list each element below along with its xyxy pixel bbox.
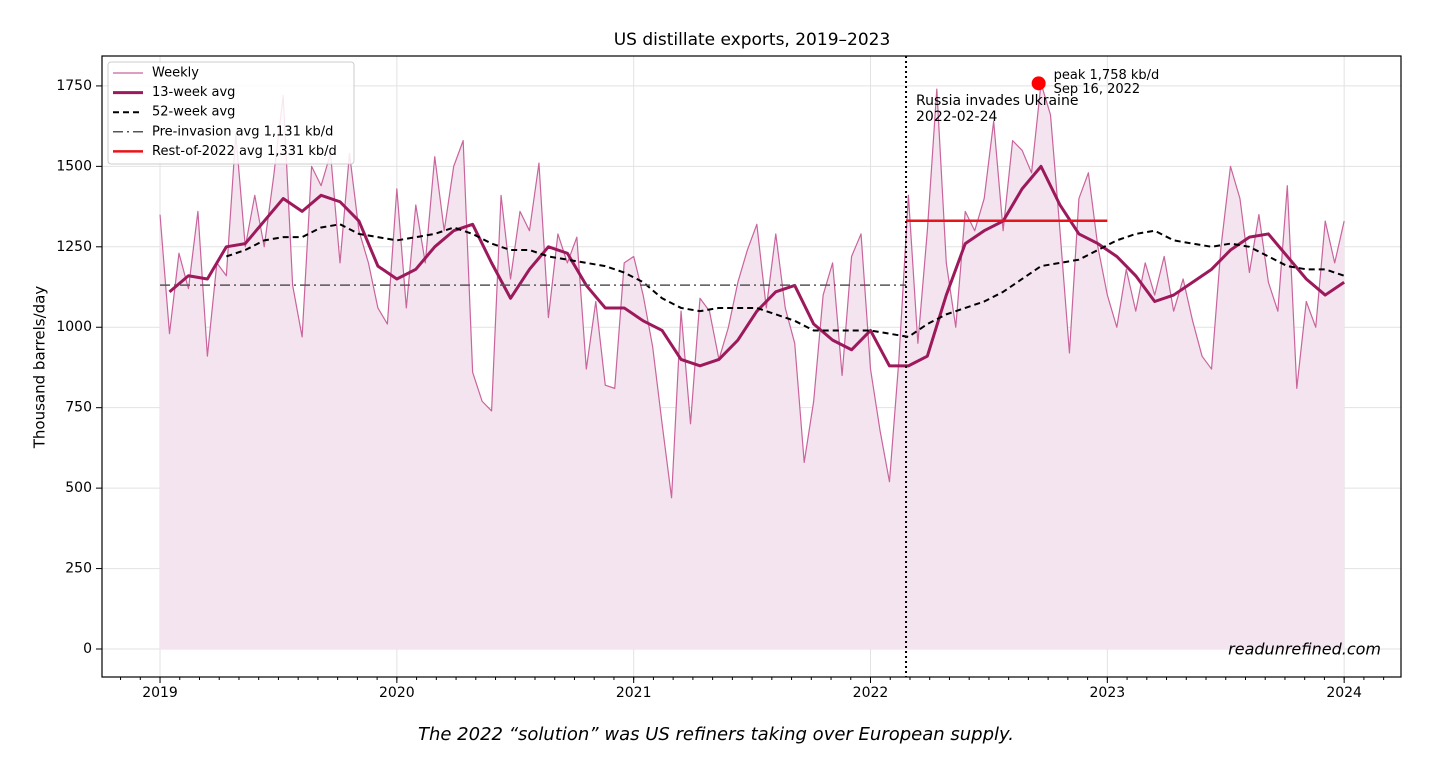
caption: The 2022 “solution” was US refiners taki…	[418, 724, 1014, 745]
y-tick-label: 1750	[56, 78, 92, 94]
y-axis-label: Thousand barrels/day	[31, 286, 49, 450]
event-label: 2022-02-24	[916, 109, 997, 125]
legend-box	[107, 61, 355, 165]
y-tick-label: 1500	[56, 158, 92, 174]
legend: Weekly 13-week avg 52-week avg Pre-invasion…	[107, 61, 355, 165]
peak-marker	[1031, 76, 1046, 91]
line-layer	[159, 82, 1346, 499]
event-label: Russia invades Ukraine	[916, 93, 1078, 109]
y-tick-label: 500	[65, 480, 92, 496]
y-tick-label: 250	[65, 561, 92, 577]
x-tick-label: 2024	[1326, 685, 1362, 701]
legend-label: 13-week avg	[152, 85, 235, 100]
series-line	[226, 223, 1345, 338]
legend-label: 52-week avg	[152, 105, 235, 120]
x-tick-label: 2019	[142, 685, 178, 701]
x-tick-label: 2021	[616, 685, 652, 701]
area-layer	[160, 83, 1345, 650]
legend-label: Rest-of-2022 avg 1,331 kb/d	[152, 144, 337, 159]
x-tick-label: 2022	[853, 685, 889, 701]
y-tick-label: 1000	[56, 319, 92, 335]
y-tick-label: 1250	[56, 239, 92, 255]
legend-label: Pre-invasion avg 1,131 kb/d	[152, 124, 333, 139]
chart-title: US distillate exports, 2019–2023	[614, 30, 891, 50]
peak-label: Sep 16, 2022	[1054, 82, 1141, 97]
legend-label: Weekly	[152, 66, 199, 81]
plot-frame	[101, 55, 1402, 678]
series-area	[160, 83, 1345, 650]
x-tick-label: 2023	[1090, 685, 1126, 701]
series-line	[168, 164, 1346, 368]
y-tick-label: 750	[65, 400, 92, 416]
watermark: readunrefined.com	[1228, 640, 1381, 659]
y-tick-label: 0	[83, 641, 92, 657]
peak-label: peak 1,758 kb/d	[1054, 68, 1160, 83]
x-tick-label: 2020	[379, 685, 415, 701]
